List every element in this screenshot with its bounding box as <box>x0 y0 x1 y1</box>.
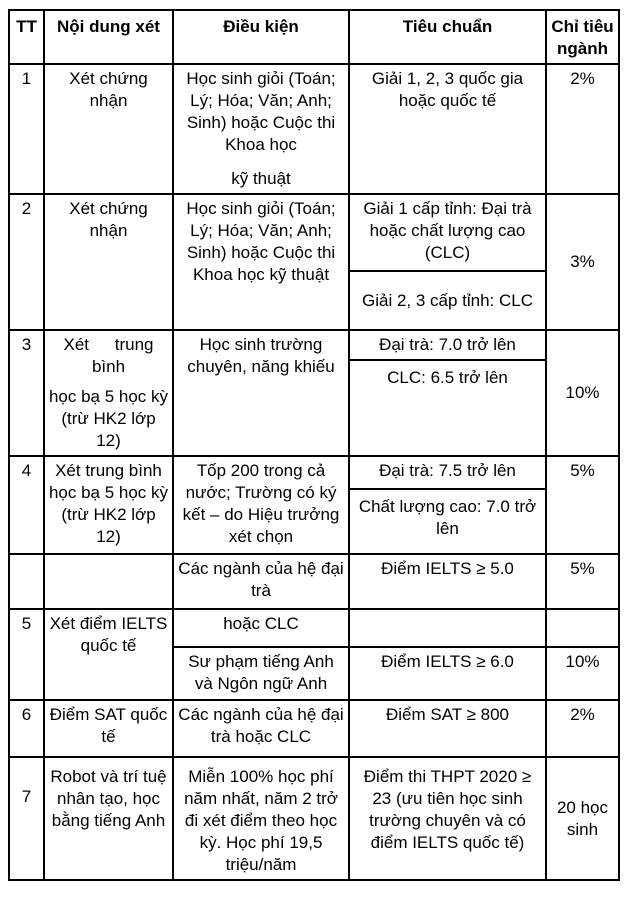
admission-criteria-table: TT Nội dung xét Điều kiện Tiêu chuẩn Chỉ… <box>8 9 620 881</box>
paragraph: Học sinh giỏi (Toán; Lý; Hóa; Văn; Anh; … <box>186 69 336 154</box>
col-header-dieu-kien: Điều kiện <box>172 9 350 65</box>
table-row-5b: 5 Xét điểm IELTS quốc tế hoặc CLC <box>8 608 620 701</box>
cell-r1-noi-dung: Xét chứng nhận <box>43 63 174 195</box>
cell-r5a-dieu-kien: Các ngành của hệ đại trà <box>172 553 350 610</box>
cell-r4-tt: 4 <box>8 455 45 555</box>
header-row: TT Nội dung xét Điều kiện Tiêu chuẩn Chỉ… <box>8 9 620 65</box>
cell-r2-tt: 2 <box>8 193 45 331</box>
cell-r4-dieu-kien: Tốp 200 trong cả nước; Trường có ký kết … <box>172 455 350 555</box>
cell-r5b-dieu-kien: hoặc CLC <box>172 608 350 648</box>
table-row-6: 6 Điểm SAT quốc tế Các ngành của hệ đại … <box>8 699 620 758</box>
table-row-2b: Giải 2, 3 cấp tỉnh: CLC <box>9 270 619 331</box>
col-header-tt: TT <box>8 9 45 65</box>
cell-r7-chi-tieu: 20 học sinh <box>545 756 620 881</box>
cell-r7-noi-dung: Robot và trí tuệ nhân tạo, học bằng tiến… <box>43 756 174 881</box>
cell-r5c-chi-tieu: 10% <box>545 646 620 701</box>
cell-r6-dieu-kien: Các ngành của hệ đại trà hoặc CLC <box>172 699 350 758</box>
cell-r4-tieu-chuan-2: Chất lượng cao: 7.0 trở lên <box>348 488 547 555</box>
table-row-5a: Các ngành của hệ đại trà Điểm IELTS ≥ 5.… <box>8 553 620 610</box>
cell-r2-tieu-chuan-1: Giải 1 cấp tỉnh: Đại trà hoặc chất lượng… <box>348 193 547 272</box>
cell-r1-dieu-kien: Học sinh giỏi (Toán; Lý; Hóa; Văn; Anh; … <box>172 63 350 195</box>
cell-r7-dieu-kien: Miễn 100% học phí năm nhất, năm 2 trở đi… <box>172 756 350 881</box>
col-header-tieu-chuan: Tiêu chuẩn <box>348 9 547 65</box>
cell-r5a-chi-tieu: 5% <box>545 553 620 610</box>
cell-r3-dieu-kien: Học sinh trường chuyên, năng khiếu <box>172 329 350 457</box>
col-header-noi-dung: Nội dung xét <box>43 9 174 65</box>
paragraph: Xét trung bình <box>63 335 154 376</box>
cell-r5a-tt-empty <box>8 553 45 610</box>
table-row-5c: Sư phạm tiếng Anh và Ngôn ngữ Anh Điểm I… <box>9 646 620 701</box>
cell-r3-tieu-chuan-2: CLC: 6.5 trở lên <box>348 359 547 457</box>
cell-r5b-tieu-chuan-empty <box>348 608 547 648</box>
table-row-2a: 2 Xét chứng nhận Học sinh giỏi (Toán; Lý… <box>8 193 620 331</box>
cell-r5-tt: 5 <box>8 608 45 701</box>
table-row-7: 7 Robot và trí tuệ nhân tạo, học bằng ti… <box>8 756 620 881</box>
table-row-4b: Chất lượng cao: 7.0 trở lên <box>9 488 619 555</box>
cell-r2-dieu-kien: Học sinh giỏi (Toán; Lý; Hóa; Văn; Anh; … <box>172 193 350 331</box>
cell-r5b-chi-tieu-empty <box>545 608 620 648</box>
cell-r1-tieu-chuan: Giải 1, 2, 3 quốc gia hoặc quốc tế <box>348 63 547 195</box>
paragraph: học bạ 5 học kỳ (trừ HK2 lớp 12) <box>48 387 169 450</box>
cell-r3-tt: 3 <box>8 329 45 457</box>
cell-r1-tt: 1 <box>8 63 45 195</box>
table-row-4a: 4 Xét trung bình học bạ 5 học kỳ (trừ HK… <box>8 455 620 555</box>
cell-r5a-noi-dung-empty <box>43 553 174 610</box>
table-row-3a: 3 Xét trung bình học bạ 5 học kỳ (trừ HK… <box>8 328 620 457</box>
cell-r4-chi-tieu: 5% <box>545 455 620 555</box>
cell-r3-noi-dung: Xét trung bình học bạ 5 học kỳ (trừ HK2 … <box>43 329 174 457</box>
cell-r5c-tieu-chuan: Điểm IELTS ≥ 6.0 <box>348 646 547 701</box>
cell-r5-noi-dung: Xét điểm IELTS quốc tế <box>43 608 174 701</box>
cell-r7-tieu-chuan: Điểm thi THPT 2020 ≥ 23 (ưu tiên học sin… <box>348 756 547 881</box>
table-row-3b: CLC: 6.5 trở lên <box>9 359 619 457</box>
cell-r5a-tieu-chuan: Điểm IELTS ≥ 5.0 <box>348 553 547 610</box>
cell-r6-chi-tieu: 2% <box>545 699 620 758</box>
cell-r2-noi-dung: Xét chứng nhận <box>43 193 174 331</box>
cell-r3-tieu-chuan-1: Đại trà: 7.0 trở lên <box>348 328 547 362</box>
cell-r7-tt: 7 <box>8 756 45 881</box>
cell-r6-tieu-chuan: Điểm SAT ≥ 800 <box>348 699 547 758</box>
cell-r3-chi-tieu: 10% <box>545 329 620 457</box>
table-row-1: 1 Xét chứng nhận Học sinh giỏi (Toán; Lý… <box>8 63 620 195</box>
cell-r5c-dieu-kien: Sư phạm tiếng Anh và Ngôn ngữ Anh <box>172 646 350 701</box>
col-header-chi-tieu: Chỉ tiêu ngành <box>545 9 620 65</box>
cell-r1-chi-tieu: 2% <box>545 63 620 195</box>
cell-r2-chi-tieu: 3% <box>545 193 620 331</box>
cell-r6-noi-dung: Điểm SAT quốc tế <box>43 699 174 758</box>
cell-r4-tieu-chuan-1: Đại trà: 7.5 trở lên <box>348 455 547 490</box>
cell-r4-noi-dung: Xét trung bình học bạ 5 học kỳ (trừ HK2 … <box>43 455 174 555</box>
cell-r6-tt: 6 <box>8 699 45 758</box>
paragraph: kỹ thuật <box>231 169 291 188</box>
cell-r2-tieu-chuan-2: Giải 2, 3 cấp tỉnh: CLC <box>348 270 547 331</box>
